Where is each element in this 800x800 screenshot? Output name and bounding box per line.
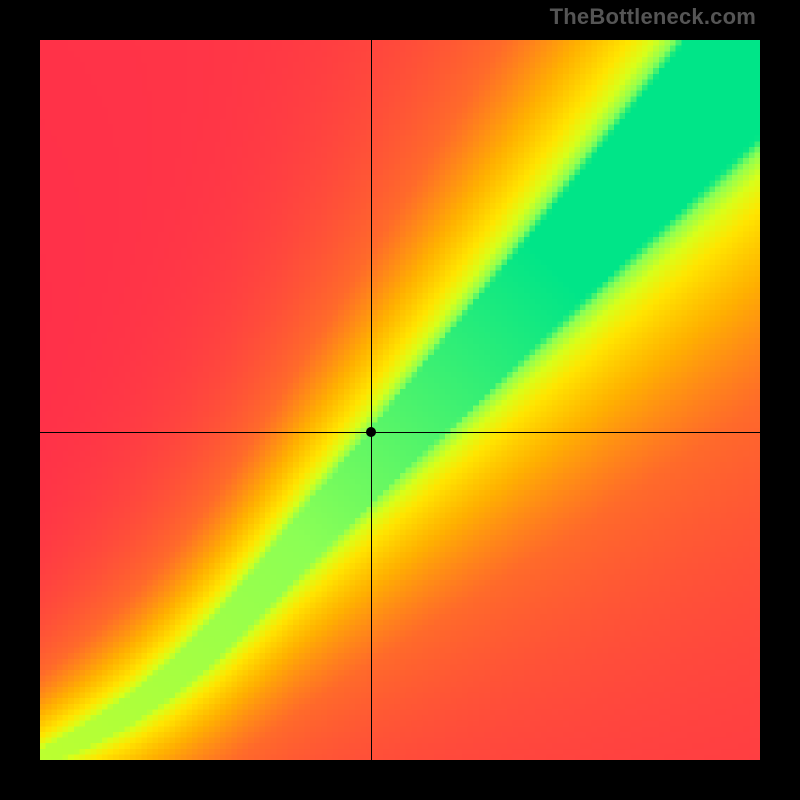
- chart-frame: TheBottleneck.com: [0, 0, 800, 800]
- crosshair-marker: [366, 427, 376, 437]
- plot-area: [40, 40, 760, 760]
- watermark-text: TheBottleneck.com: [550, 4, 756, 30]
- crosshair-horizontal: [40, 432, 760, 433]
- heatmap-canvas: [40, 40, 760, 760]
- crosshair-vertical: [371, 40, 372, 760]
